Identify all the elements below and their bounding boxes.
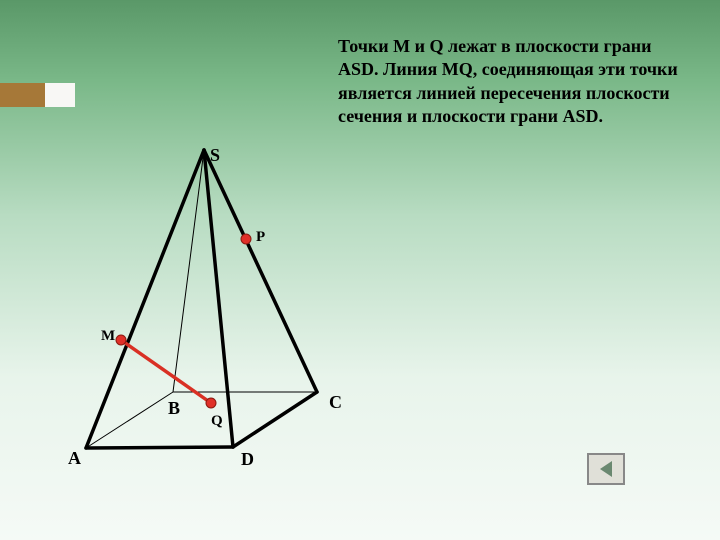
point-label-M: M (101, 328, 115, 345)
header-color-strip (0, 83, 75, 107)
vertex-label-B: B (168, 398, 180, 419)
pyramid-svg (60, 140, 360, 480)
explanation-text: Точки M и Q лежат в плоскости грани ASD.… (338, 35, 678, 129)
point-label-Q: Q (211, 413, 223, 430)
pyramid-diagram: A B C D S M P Q (60, 140, 360, 485)
vertex-label-C: C (329, 392, 342, 413)
point-label-P: P (256, 229, 265, 246)
vertex-label-D: D (241, 449, 254, 470)
nav-back-icon (600, 461, 612, 477)
vertex-label-S: S (210, 145, 220, 166)
vertex-label-A: A (68, 448, 81, 469)
strip-brown (0, 83, 45, 107)
strip-white (45, 83, 75, 107)
nav-back-button[interactable] (587, 453, 625, 485)
